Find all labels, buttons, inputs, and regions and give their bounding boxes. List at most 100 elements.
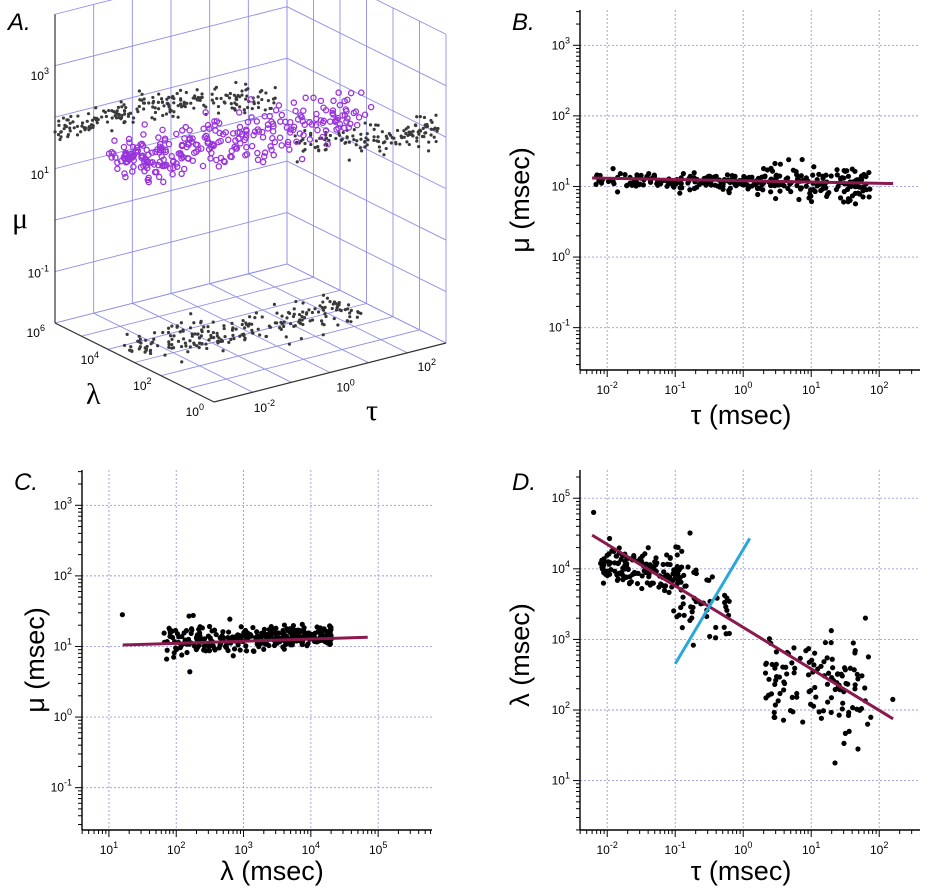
- y-tick-label: 103: [552, 629, 570, 646]
- data-point: [281, 646, 287, 652]
- x-tick-label: 104: [302, 840, 320, 857]
- data-point: [834, 172, 840, 178]
- a-shadow-point: [188, 326, 193, 330]
- data-point: [662, 583, 669, 589]
- a-shadow-point: [179, 321, 183, 325]
- data-point: [328, 627, 334, 633]
- data-point: [119, 612, 125, 618]
- data-point: [259, 630, 265, 636]
- a-shadow-point: [415, 136, 419, 140]
- data-point: [687, 617, 693, 624]
- a-data-point: [243, 143, 250, 151]
- panel-a-tau-label: τ: [366, 394, 378, 427]
- a-shadow-point: [238, 105, 242, 109]
- data-point: [823, 172, 829, 178]
- a-shadow-point: [122, 343, 127, 348]
- a-shadow-point: [304, 312, 309, 316]
- a-shadow-point: [197, 336, 202, 340]
- a-shadow-point: [434, 139, 438, 144]
- data-point: [607, 571, 613, 577]
- data-point: [617, 170, 623, 177]
- a-shadow-point: [142, 97, 146, 101]
- a-shadow-point: [297, 312, 302, 317]
- a-shadow-point: [148, 351, 153, 356]
- a-shadow-point: [243, 111, 247, 115]
- a-shadow-point: [358, 146, 362, 150]
- data-point: [179, 633, 185, 640]
- data-point: [852, 682, 858, 688]
- a-shadow-point: [166, 330, 171, 335]
- a-data-point: [300, 131, 307, 139]
- a-data-point: [335, 89, 342, 96]
- a-shadow-point: [426, 149, 431, 153]
- data-point: [726, 190, 732, 196]
- a-shadow-point: [378, 149, 382, 153]
- data-point: [768, 189, 774, 195]
- a-shadow-point: [196, 332, 200, 336]
- y-tick-label: 10-1: [549, 318, 570, 335]
- a-shadow-point: [197, 341, 202, 345]
- y-tick-label: 102: [552, 700, 570, 717]
- a-shadow-point: [210, 92, 214, 96]
- a-shadow-point: [232, 93, 236, 97]
- data-point: [208, 642, 214, 649]
- a-shadow-point: [235, 97, 239, 102]
- a-data-point: [290, 99, 298, 106]
- a-shadow-point: [406, 133, 410, 137]
- a-data-point: [322, 127, 330, 134]
- a-shadow-point: [411, 129, 415, 133]
- a-lambda-tick: 104: [81, 350, 99, 367]
- a-shadow-point: [310, 310, 315, 315]
- a-shadow-point: [184, 344, 188, 348]
- a-shadow-point: [295, 140, 299, 144]
- data-point: [721, 624, 727, 630]
- data-point: [678, 180, 684, 186]
- data-point: [193, 646, 199, 653]
- a-tau-tick: 102: [418, 357, 436, 374]
- a-shadow-point: [282, 324, 286, 329]
- a-shadow-point: [216, 111, 221, 115]
- data-point: [723, 631, 729, 637]
- a-shadow-point: [217, 336, 221, 340]
- data-point: [611, 181, 617, 187]
- a-shadow-point: [347, 140, 351, 144]
- data-point: [656, 584, 662, 590]
- a-data-point: [261, 112, 268, 120]
- fit-line: [592, 176, 894, 186]
- data-point: [772, 702, 778, 708]
- a-data-point: [293, 138, 300, 146]
- a-data-point: [216, 129, 223, 137]
- data-point: [225, 629, 232, 635]
- data-point: [854, 671, 860, 678]
- a-shadow-point: [150, 116, 154, 120]
- fit-line: [122, 635, 368, 647]
- a-data-point: [312, 121, 320, 129]
- data-point: [604, 552, 610, 558]
- data-point: [674, 614, 680, 620]
- a-data-point: [296, 130, 304, 137]
- a-shadow-point: [395, 128, 400, 133]
- data-point: [780, 664, 786, 670]
- a-shadow-point: [365, 143, 369, 147]
- a-shadow-point: [181, 328, 185, 332]
- a-shadow-point: [193, 332, 197, 336]
- data-point: [262, 641, 269, 647]
- a-shadow-point: [110, 116, 114, 120]
- data-point: [852, 686, 858, 692]
- data-point: [634, 580, 641, 587]
- a-shadow-point: [429, 127, 433, 131]
- data-point: [661, 587, 668, 594]
- data-point: [780, 717, 787, 723]
- data-point: [623, 574, 629, 580]
- a-data-point: [284, 138, 292, 146]
- a-shadow-point: [427, 140, 431, 144]
- a-shadow-point: [264, 334, 268, 339]
- a-shadow-point: [406, 125, 410, 129]
- grid3-line: [107, 289, 341, 350]
- a-shadow-point: [230, 106, 234, 110]
- data-point: [708, 182, 714, 188]
- a-data-point: [173, 163, 181, 170]
- a-data-point: [254, 149, 261, 157]
- a-shadow-point: [308, 319, 312, 323]
- data-point: [707, 633, 713, 640]
